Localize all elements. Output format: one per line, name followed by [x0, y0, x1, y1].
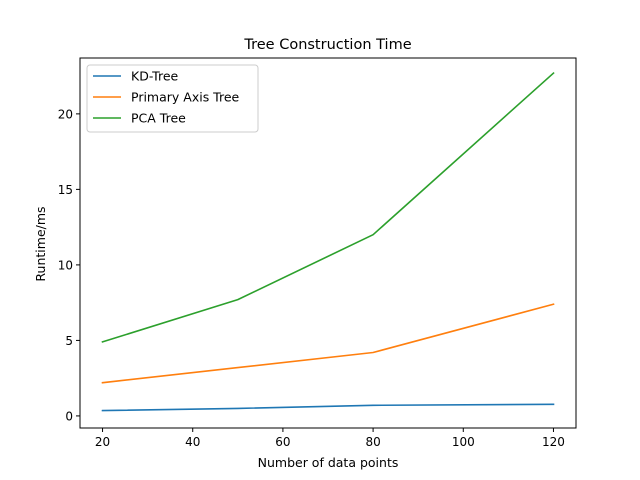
series-line-primary-axis-tree	[101, 303, 555, 384]
axis-ticks: 20 40 60 80 100 120 0 5 10 15 20	[58, 107, 565, 449]
legend-label: PCA Tree	[131, 111, 186, 126]
legend-label: KD-Tree	[131, 69, 179, 84]
x-tick-label: 100	[452, 435, 475, 449]
chart-title: Tree Construction Time	[243, 37, 411, 53]
x-tick-label: 60	[275, 435, 290, 449]
x-tick-label: 20	[95, 435, 110, 449]
x-tick-label: 40	[185, 435, 200, 449]
y-tick-label: 5	[65, 334, 73, 348]
x-tick-label: 80	[365, 435, 380, 449]
y-tick-label: 10	[58, 258, 73, 272]
y-tick-label: 15	[58, 183, 73, 197]
y-tick-label: 0	[65, 409, 73, 423]
series-line-kd-tree	[101, 403, 555, 412]
legend: KD-Tree Primary Axis Tree PCA Tree	[86, 64, 259, 133]
legend-label: Primary Axis Tree	[131, 90, 240, 105]
plot-frame	[79, 57, 577, 429]
y-tick-label: 20	[58, 107, 73, 121]
series-lines	[101, 71, 555, 412]
y-axis-label: Runtime/ms	[33, 206, 48, 281]
series-line-pca-tree	[101, 71, 555, 343]
legend-box	[86, 64, 259, 133]
x-tick-label: 120	[542, 435, 565, 449]
x-axis-label: Number of data points	[258, 455, 399, 470]
